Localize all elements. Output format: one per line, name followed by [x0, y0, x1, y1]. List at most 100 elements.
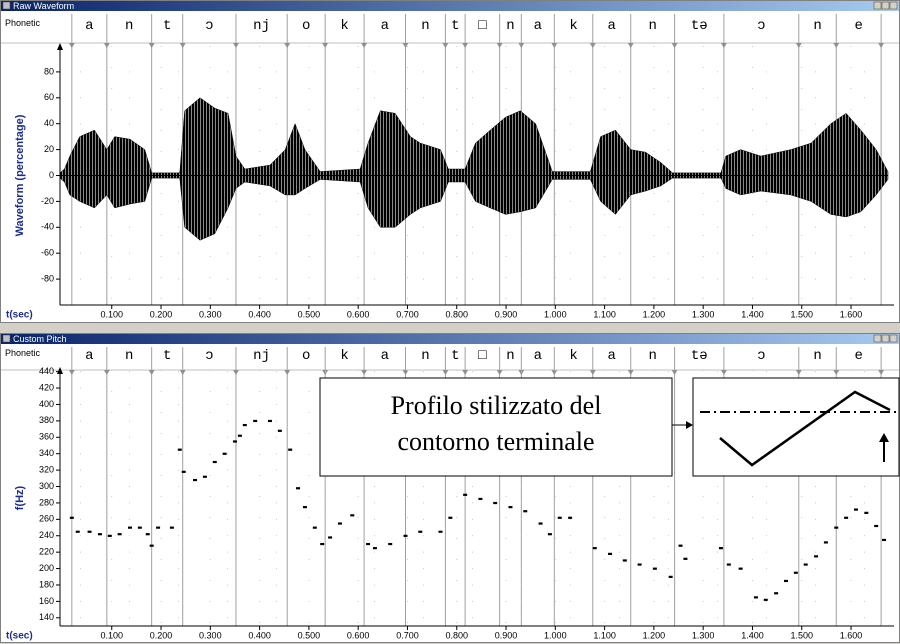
- pitch-point: [882, 538, 887, 542]
- x-tick-label: 1.200: [643, 630, 666, 640]
- phoneme: nj: [253, 348, 270, 364]
- x-tick-label: 1.300: [692, 309, 715, 319]
- pitch-point: [622, 559, 627, 562]
- x-tick-label: 1.400: [741, 630, 764, 640]
- phoneme: t: [451, 18, 459, 34]
- pitch-point: [169, 526, 174, 529]
- pitch-point: [202, 475, 207, 478]
- pitch-point: [652, 567, 657, 570]
- pitch-point: [253, 419, 258, 423]
- boundary-marker: [671, 370, 678, 375]
- y-tick-label: 160: [39, 596, 54, 606]
- pitch-point: [844, 516, 849, 519]
- boundary-marker: [68, 370, 75, 375]
- pitch-point: [267, 419, 272, 423]
- phoneme: n: [125, 348, 133, 364]
- boundary-marker: [720, 370, 727, 375]
- x-tick-label: 0.900: [495, 630, 518, 640]
- y-tick-label: 240: [39, 530, 54, 540]
- window-button: [889, 334, 898, 343]
- pitch-point: [668, 575, 673, 578]
- y-tick-label: 60: [44, 92, 54, 102]
- pitch-point: [823, 541, 828, 544]
- phoneme: n: [813, 18, 821, 34]
- y-tick-label: 380: [39, 415, 54, 425]
- y-tick-label: 80: [44, 66, 54, 76]
- boundary-marker: [402, 370, 409, 375]
- pitch-point: [774, 592, 779, 595]
- x-tick-label: 0.700: [396, 630, 419, 640]
- phoneme: □: [478, 18, 487, 34]
- pitch-point: [156, 526, 161, 529]
- window-icon: [2, 1, 11, 10]
- phoneme: e: [854, 18, 862, 34]
- boundary-marker: [148, 43, 155, 48]
- y-tick-label: 0: [49, 170, 54, 180]
- x-tick-label: 0.500: [298, 630, 321, 640]
- phoneme: a: [85, 348, 93, 364]
- pitch-point: [388, 542, 393, 546]
- window-button: [873, 334, 882, 343]
- pitch-point: [177, 448, 182, 451]
- pitch-point: [337, 522, 342, 525]
- x-tick-label: 0.100: [100, 309, 123, 319]
- y-tick-label: -20: [41, 196, 54, 206]
- boundary-marker: [671, 43, 678, 48]
- boundary-marker: [878, 370, 885, 375]
- pitch-point: [463, 493, 468, 496]
- y-tick-label: -80: [41, 273, 54, 283]
- pitch-point: [508, 506, 513, 509]
- window-button: [889, 1, 898, 10]
- boundary-marker: [551, 370, 558, 375]
- phoneme: tə: [691, 18, 708, 34]
- window-button: [873, 1, 882, 10]
- y-tick-label: 140: [39, 612, 54, 622]
- phoneme: a: [608, 18, 616, 34]
- boundary-marker: [179, 370, 186, 375]
- phoneme: n: [506, 348, 514, 364]
- pitch-point: [97, 533, 102, 536]
- y-tick-label: 180: [39, 579, 54, 589]
- inset-box: [692, 377, 900, 477]
- y-tick-label: 420: [39, 382, 54, 392]
- x-tick-label: 1.100: [593, 630, 616, 640]
- pitch-point: [874, 524, 879, 528]
- boundary-marker: [148, 370, 155, 375]
- pitch-point: [763, 598, 768, 601]
- y-tick-label: 40: [44, 118, 54, 128]
- boundary-marker: [361, 43, 368, 48]
- phoneme: n: [648, 18, 656, 34]
- x-tick-label: 1.100: [593, 309, 616, 319]
- boundary-marker: [442, 370, 449, 375]
- phoneme: ɔ: [757, 348, 765, 364]
- x-tick-label: 0.400: [248, 630, 271, 640]
- inset-arrowhead: [879, 433, 889, 442]
- phoneme: n: [813, 348, 821, 364]
- x-tick-label: 1.000: [544, 309, 567, 319]
- x-tick-label: 1.600: [840, 309, 863, 319]
- pitch-point: [592, 547, 597, 550]
- phoneme: t: [163, 18, 171, 34]
- boundary-marker: [589, 370, 596, 375]
- x-tick-label: 0.600: [347, 309, 370, 319]
- phoneme: a: [534, 348, 542, 364]
- annotation-arrowhead: [686, 421, 693, 429]
- pitch-point: [637, 563, 642, 566]
- phoneme: a: [85, 18, 93, 34]
- x-tick-label: 0.300: [199, 630, 222, 640]
- phonetic-label: Phonetic: [5, 18, 41, 28]
- y-axis-arrow: [57, 43, 63, 50]
- y-tick-label: -40: [41, 222, 54, 232]
- x-tick-label: 1.400: [741, 309, 764, 319]
- pitch-point: [137, 526, 142, 529]
- pitch-point: [75, 530, 80, 533]
- phoneme: o: [302, 348, 310, 364]
- boundary-marker: [322, 370, 329, 375]
- pitch-point: [149, 544, 154, 547]
- pitch-point: [683, 557, 688, 560]
- pitch-point: [145, 533, 150, 536]
- boundary-marker: [496, 43, 503, 48]
- x-tick-label: 0.800: [445, 630, 468, 640]
- y-axis-label: Waveform (percentage): [14, 114, 26, 236]
- phoneme: k: [340, 348, 348, 364]
